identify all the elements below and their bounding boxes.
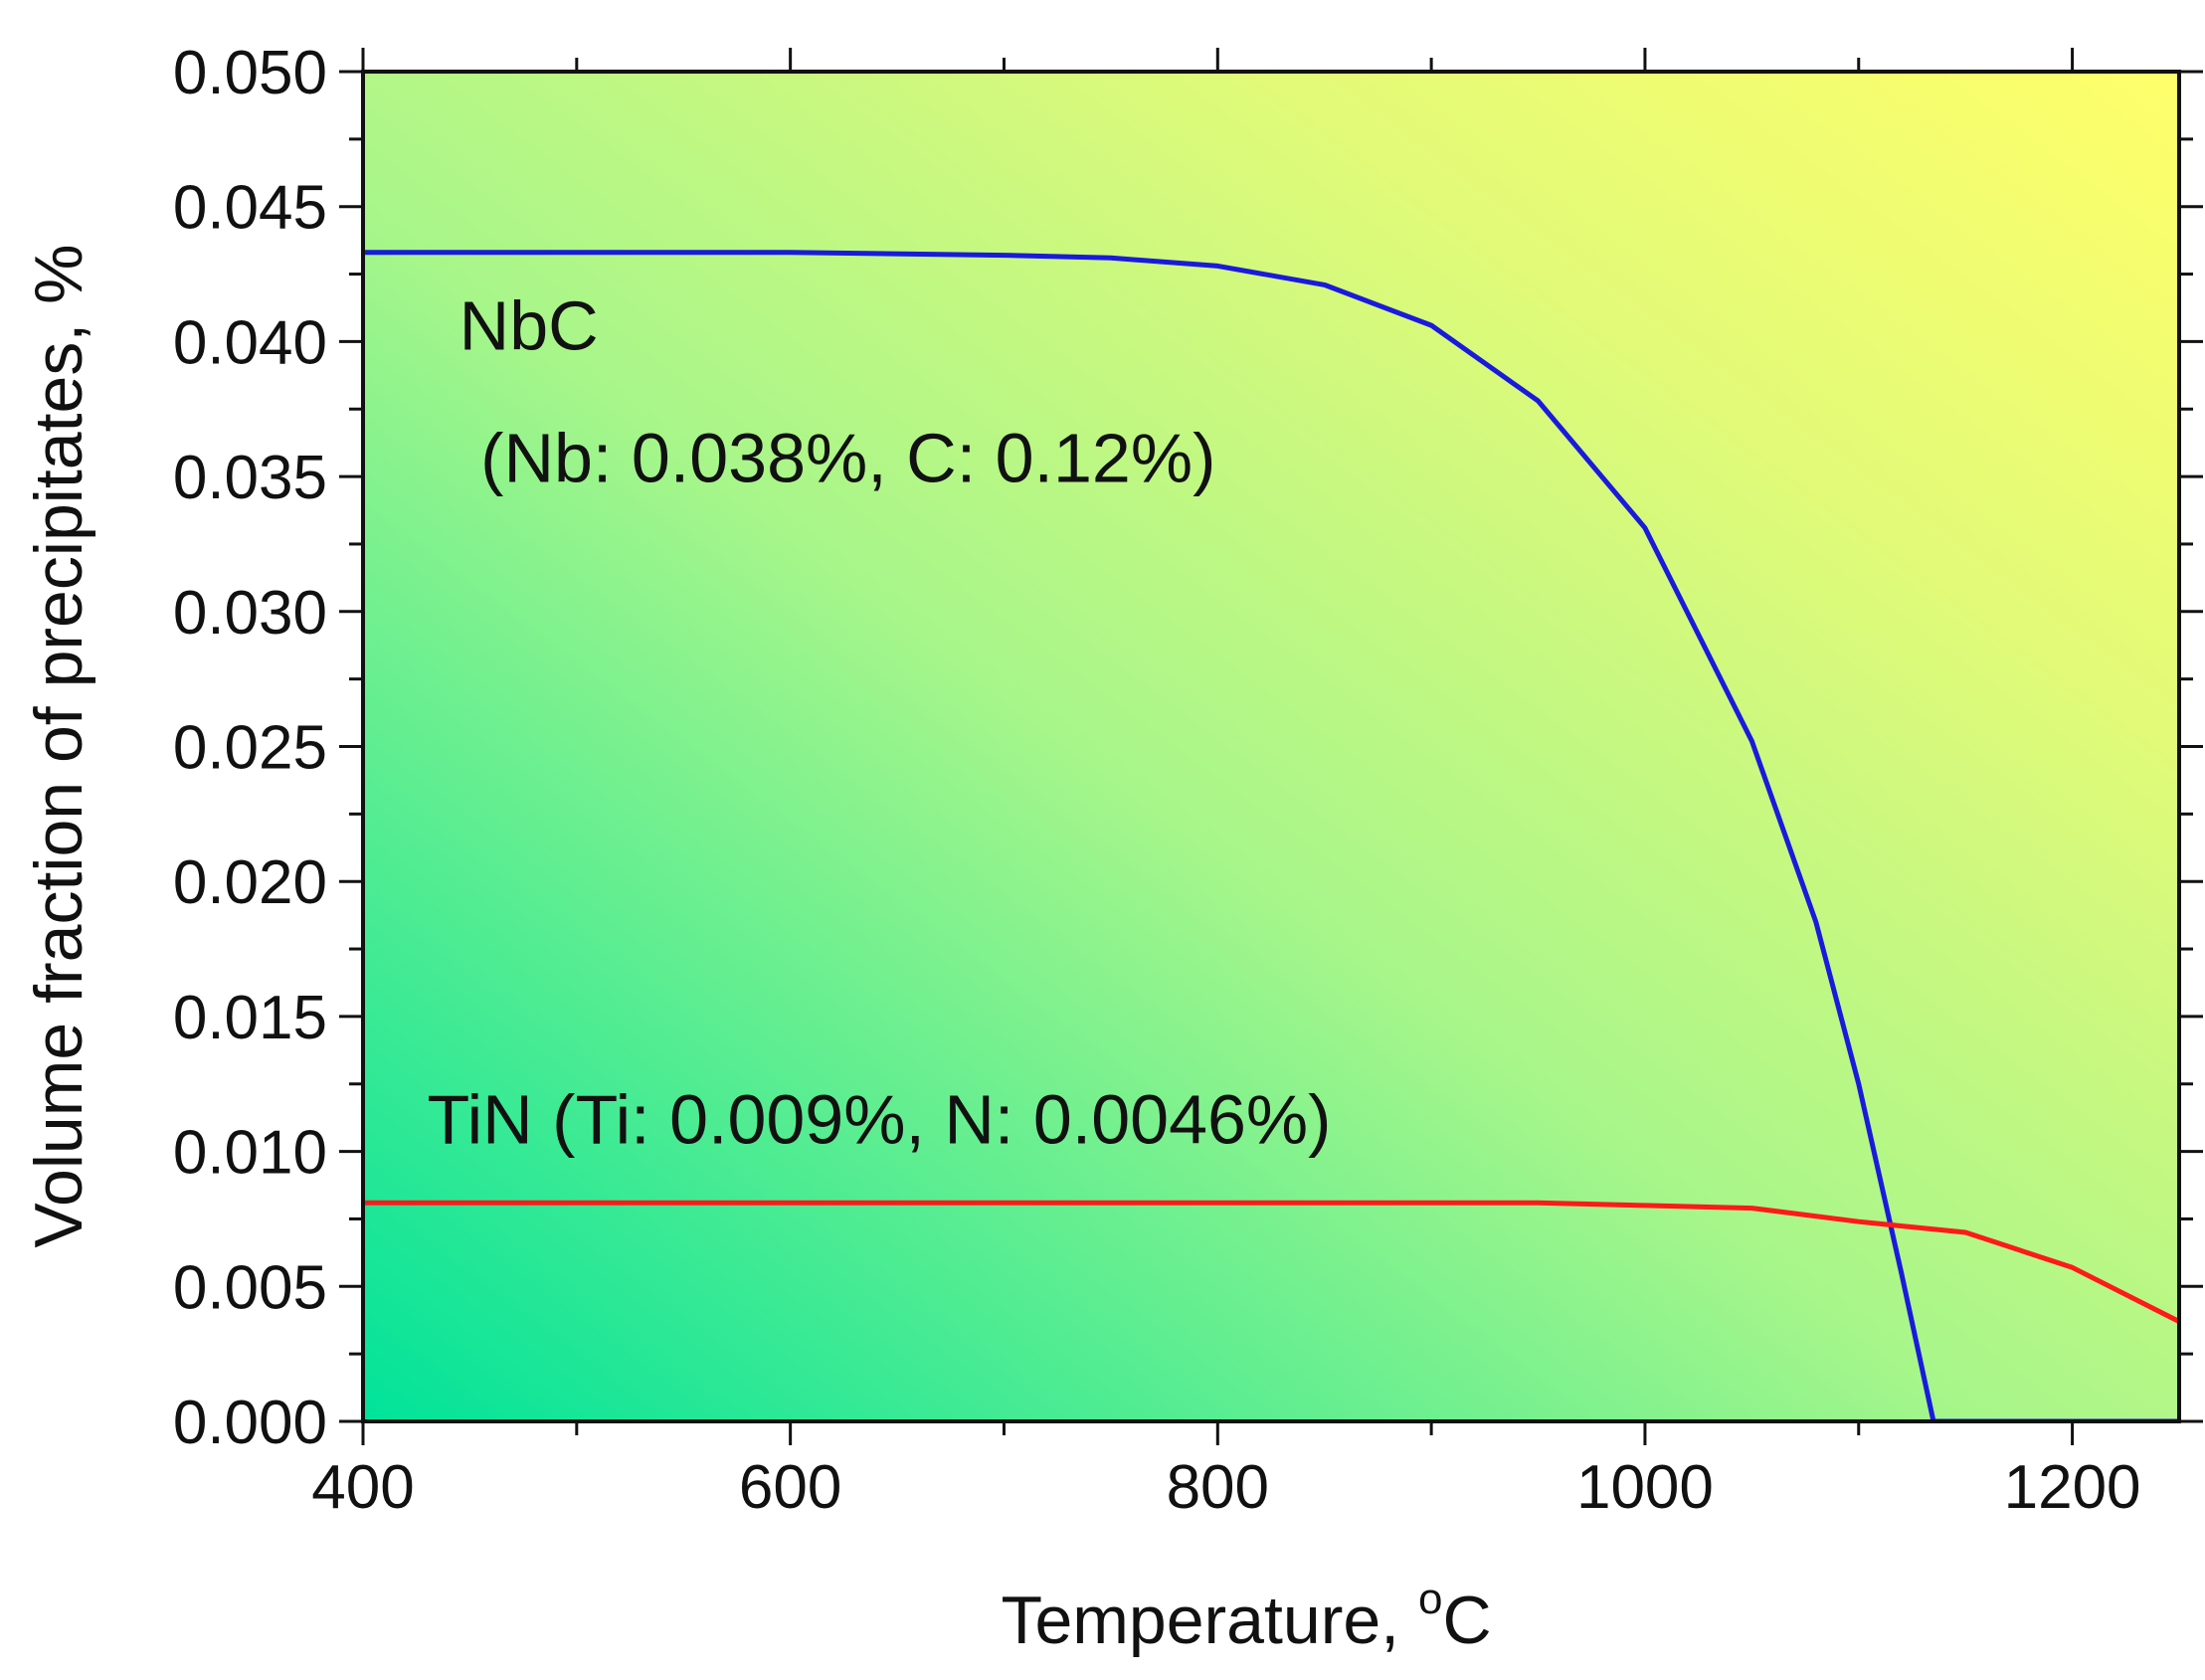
plot-background [363, 72, 2179, 1421]
y-tick-label: 0.040 [173, 308, 327, 377]
series-layer [363, 250, 2179, 1421]
plot-frame [361, 70, 2181, 1423]
annotation-label: NbC [459, 287, 599, 365]
y-tick-label: 0.030 [173, 579, 327, 648]
x-tick-label: 1000 [1576, 1453, 1714, 1522]
x-tick-label: 800 [1167, 1453, 1269, 1522]
y-tick-label-layer: 0.000 0.005 0.010 0.015 0.020 0.025 0.030 0.035… [173, 39, 327, 1457]
tick-layer [339, 48, 2203, 1445]
y-tick-label: 0.000 [173, 1389, 327, 1457]
x-axis-title-unit: C [1442, 1583, 1491, 1658]
y-tick-label: 0.025 [173, 714, 327, 783]
y-tick-label: 0.015 [173, 984, 327, 1052]
annotation-label: (Nb: 0.038%, C: 0.12%) [480, 420, 1215, 497]
y-tick-label: 0.035 [173, 444, 327, 512]
annotation-layer: NbC (Nb: 0.038%, C: 0.12%) TiN (Ti: 0.009%… [427, 287, 1331, 1159]
y-tick-label: 0.020 [173, 848, 327, 917]
annotation-label: TiN (Ti: 0.009%, N: 0.0046%) [427, 1080, 1331, 1158]
y-tick-label: 0.050 [173, 39, 327, 107]
y-tick-label: 0.045 [173, 174, 327, 243]
x-axis-title-main: Temperature, [1001, 1583, 1418, 1658]
y-tick-label: 0.005 [173, 1253, 327, 1322]
x-axis-title-degree: o [1418, 1575, 1442, 1623]
x-tick-label: 400 [311, 1453, 414, 1522]
series-line-tin [363, 1200, 2179, 1325]
x-tick-label-layer: 400 600 800 1000 1200 [311, 1453, 2140, 1522]
y-tick-label: 0.010 [173, 1119, 327, 1188]
x-tick-label: 1200 [2004, 1453, 2141, 1522]
series-line-nbc [363, 250, 2179, 1421]
x-axis-title: Temperature, oC [1001, 1575, 1491, 1658]
x-tick-label: 600 [739, 1453, 841, 1522]
y-axis-title: Volume fraction of precipitates, % [21, 244, 96, 1247]
